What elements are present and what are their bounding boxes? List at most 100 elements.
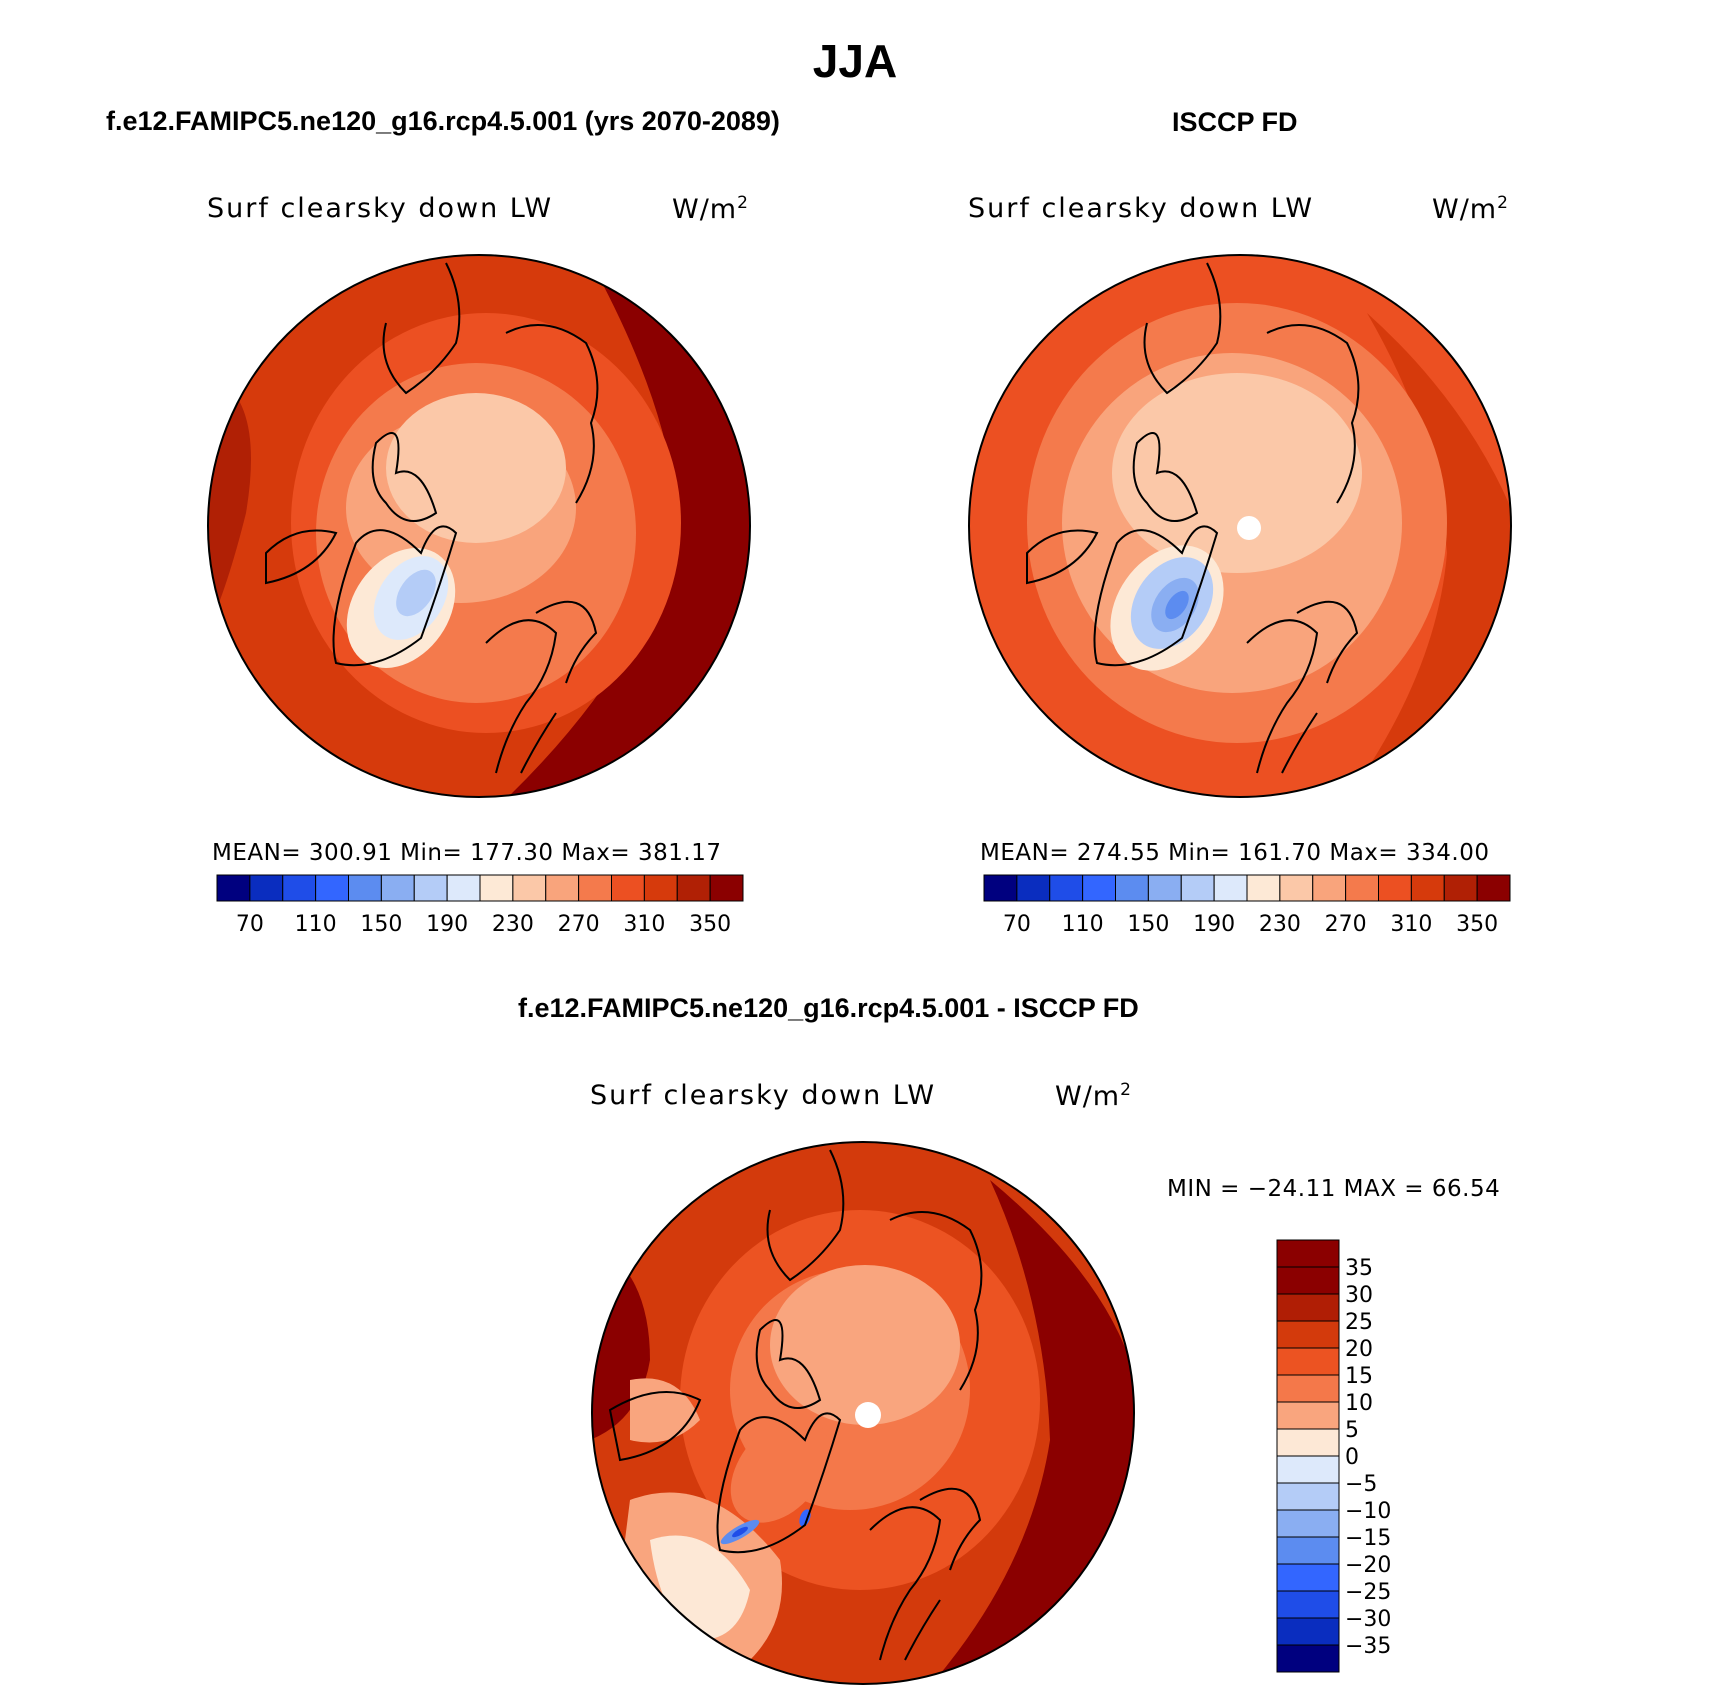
colorbar-swatch <box>249 874 284 902</box>
panel2-title: ISCCP FD <box>1172 107 1298 137</box>
colorbar-tick-label: −30 <box>1345 1607 1391 1632</box>
colorbar-swatch <box>1276 1482 1340 1511</box>
colorbar-tick-label: 25 <box>1345 1310 1373 1335</box>
colorbar-tick-label: −5 <box>1345 1472 1377 1497</box>
colorbar-swatch <box>216 874 251 902</box>
colorbar-tick-label: 230 <box>492 912 534 937</box>
colorbar-swatch <box>1345 874 1379 902</box>
colorbar-swatch <box>1016 874 1051 902</box>
colorbar-tick-label: 310 <box>623 912 665 937</box>
panel2-variable-label: Surf clearsky down LW <box>968 193 1315 224</box>
colorbar-swatch <box>1276 1644 1340 1673</box>
colorbar-swatch <box>348 874 382 902</box>
colorbar-tick-label: 350 <box>689 912 731 937</box>
colorbar-swatch <box>1082 874 1116 902</box>
colorbar-swatch <box>1276 1509 1340 1538</box>
colorbar-swatch <box>282 874 317 902</box>
colorbar-swatch <box>1180 874 1215 902</box>
colorbar-tick-label: 150 <box>1127 912 1169 937</box>
colorbar-swatch <box>315 874 349 902</box>
colorbar-swatch <box>1276 1563 1340 1592</box>
colorbar-swatch <box>1246 874 1281 902</box>
colorbar-tick-label: −35 <box>1345 1634 1391 1659</box>
colorbar-tick-label: 15 <box>1345 1364 1373 1389</box>
colorbar-tick-label: −25 <box>1345 1580 1391 1605</box>
colorbar-swatch <box>643 874 678 902</box>
colorbar-swatch <box>413 874 448 902</box>
colorbar-tick-label: 190 <box>426 912 468 937</box>
colorbar-swatch <box>545 874 580 902</box>
colorbar-swatch <box>1276 1293 1340 1322</box>
colorbar-swatch <box>1276 1266 1340 1295</box>
colorbar-tick-label: 270 <box>1325 912 1367 937</box>
panel3-coastlines <box>608 1149 983 1661</box>
colorbar-tick-label: 110 <box>1062 912 1104 937</box>
colorbar-swatch <box>1276 1536 1340 1565</box>
colorbar-tick-label: 0 <box>1345 1445 1359 1470</box>
colorbar-swatch <box>1279 874 1314 902</box>
panel2-stats: MEAN= 274.55 Min= 161.70 Max= 334.00 <box>980 840 1490 866</box>
colorbar-swatch <box>1115 874 1149 902</box>
panel1-warm-core <box>506 255 750 797</box>
panel3-pole-gap <box>855 1402 881 1428</box>
colorbar-tick-label: 310 <box>1390 912 1432 937</box>
colorbar-swatch <box>1147 874 1182 902</box>
colorbar-tick-label: 35 <box>1345 1256 1373 1281</box>
panel3-title: f.e12.FAMIPC5.ne120_g16.rcp4.5.001 - ISC… <box>518 993 1139 1023</box>
colorbar-tick-label: 70 <box>1003 912 1031 937</box>
colorbar-swatch <box>1276 1428 1340 1457</box>
colorbar-swatch <box>676 874 711 902</box>
colorbar-swatch <box>1276 1347 1340 1376</box>
colorbar-tick-label: 5 <box>1345 1418 1359 1443</box>
panel3-stats: MIN = −24.11 MAX = 66.54 <box>1167 1176 1501 1202</box>
colorbar-tick-label: 20 <box>1345 1337 1373 1362</box>
colorbar-tick-label: 70 <box>236 912 264 937</box>
colorbar-swatch <box>578 874 612 902</box>
colorbar-tick-label: 10 <box>1345 1391 1373 1416</box>
panel2-polar-map <box>968 254 1512 798</box>
colorbar-swatch <box>1312 874 1347 902</box>
colorbar-tick-label: 30 <box>1345 1283 1373 1308</box>
panel3-units: W/m2 <box>1055 1080 1132 1112</box>
colorbar-swatch <box>1443 874 1478 902</box>
panel1-coastlines <box>265 262 599 774</box>
panel1-colorbar: 70 110 150 190 230 270 310 350 <box>216 874 744 937</box>
colorbar-tick-label: 230 <box>1259 912 1301 937</box>
colorbar-swatch <box>709 874 744 902</box>
colorbar-tick-label: 350 <box>1456 912 1498 937</box>
colorbar-swatch <box>1276 1239 1340 1268</box>
colorbar-swatch <box>512 874 547 902</box>
colorbar-swatch <box>1276 1590 1340 1619</box>
panel2-units: W/m2 <box>1432 193 1509 225</box>
colorbar-swatch <box>1476 874 1511 902</box>
panel1-units: W/m2 <box>672 193 749 225</box>
panel2-colorbar: 70 110 150 190 230 270 310 350 <box>983 874 1511 937</box>
colorbar-swatch <box>1276 1617 1340 1646</box>
colorbar-tick-label: −15 <box>1345 1526 1391 1551</box>
panel1-variable-label: Surf clearsky down LW <box>207 193 554 224</box>
panel2-coastlines <box>1026 262 1360 774</box>
colorbar-swatch <box>1276 1374 1340 1403</box>
panel3-polar-map <box>591 1141 1135 1685</box>
panel1-polar-map <box>207 254 751 798</box>
panel1-stats: MEAN= 300.91 Min= 177.30 Max= 381.17 <box>212 840 722 866</box>
colorbar-swatch <box>479 874 514 902</box>
panel1-title: f.e12.FAMIPC5.ne120_g16.rcp4.5.001 (yrs … <box>106 106 780 136</box>
panel2-pole-gap <box>1237 516 1261 540</box>
colorbar-tick-label: 190 <box>1193 912 1235 937</box>
colorbar-swatch <box>1378 874 1412 902</box>
colorbar-swatch <box>1276 1455 1340 1484</box>
colorbar-swatch <box>446 874 481 902</box>
colorbar-swatch <box>1276 1401 1340 1430</box>
colorbar-tick-label: 270 <box>558 912 600 937</box>
panel3-variable-label: Surf clearsky down LW <box>590 1080 937 1111</box>
colorbar-swatch <box>611 874 645 902</box>
colorbar-swatch <box>983 874 1018 902</box>
colorbar-tick-label: −10 <box>1345 1499 1391 1524</box>
colorbar-swatch <box>1213 874 1248 902</box>
colorbar-tick-label: 110 <box>295 912 337 937</box>
colorbar-swatch <box>380 874 415 902</box>
colorbar-swatch <box>1049 874 1084 902</box>
colorbar-swatch <box>1276 1320 1340 1349</box>
